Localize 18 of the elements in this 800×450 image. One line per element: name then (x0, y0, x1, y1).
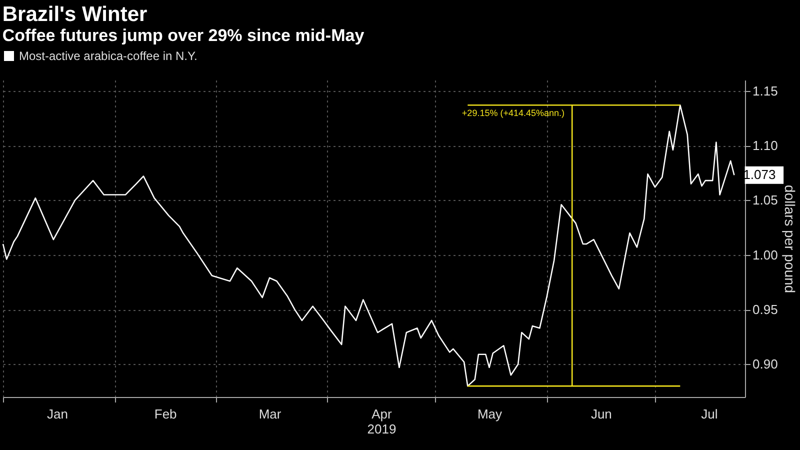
x-tick-label: Apr 2019 (367, 406, 396, 436)
x-tick-label: Jan (47, 406, 68, 422)
y-tick-label: 0.90 (752, 356, 778, 372)
x-tick-label: Feb (154, 406, 177, 422)
y-tick-label: 1.05 (752, 192, 778, 208)
y-tick-label: 1.00 (752, 247, 778, 262)
x-tick-label: May (477, 406, 503, 422)
chart-title: Brazil's Winter (2, 3, 148, 26)
x-tick-label: Mar (258, 406, 282, 422)
x-tick-label: Jul (701, 406, 718, 422)
y-tick-label: 1.10 (752, 138, 778, 154)
y-axis-title: dollars per pound (782, 184, 798, 294)
annotation: +29.15% (+414.45%ann.) (462, 108, 565, 118)
chart-subtitle: Coffee futures jump over 29% since mid-May (2, 26, 365, 45)
y-tick-label: 1.15 (752, 83, 778, 98)
x-tick-label: Jun (590, 406, 612, 422)
y-tick-label: 0.95 (752, 302, 778, 318)
legend-label: Most-active arabica-coffee in N.Y. (19, 49, 198, 63)
